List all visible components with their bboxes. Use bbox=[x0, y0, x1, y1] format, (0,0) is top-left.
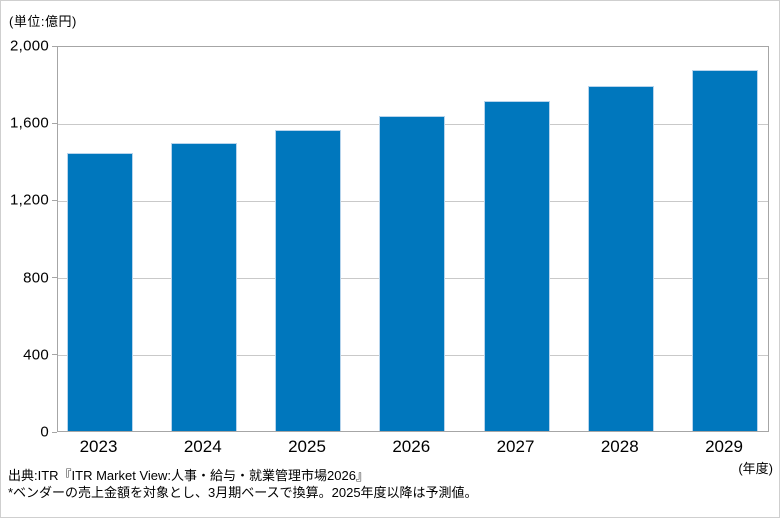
y-tick-mark bbox=[52, 199, 57, 201]
footer: 出典:ITR『ITR Market View:人事・給与・就業管理市場2026』… bbox=[8, 467, 478, 501]
bar-2024 bbox=[170, 143, 237, 431]
plot-area bbox=[57, 46, 769, 432]
bar-2028 bbox=[587, 85, 654, 431]
y-tick-mark bbox=[52, 354, 57, 356]
x-axis-unit-label: (年度) bbox=[738, 461, 773, 476]
y-tick-mark bbox=[52, 45, 57, 47]
bar-2027 bbox=[483, 100, 550, 431]
bar-2023 bbox=[66, 153, 133, 431]
y-tick-mark bbox=[52, 122, 57, 124]
x-label-2028: 2028 bbox=[600, 437, 639, 456]
y-tick-label-1200: 1,200 bbox=[9, 191, 49, 209]
bar-2029 bbox=[692, 70, 758, 431]
y-tick-mark bbox=[52, 431, 57, 433]
y-axis-unit-label: (単位:億円) bbox=[9, 14, 77, 29]
source-text: 出典:ITR『ITR Market View:人事・給与・就業管理市場2026』 bbox=[8, 468, 369, 483]
y-tick-label-400: 400 bbox=[23, 346, 49, 364]
y-tick-mark bbox=[52, 277, 57, 279]
y-tick-label-2000: 2,000 bbox=[9, 37, 49, 55]
x-label-2025: 2025 bbox=[288, 437, 326, 456]
x-label-2026: 2026 bbox=[392, 437, 431, 456]
x-label-2024: 2024 bbox=[183, 437, 222, 456]
x-label-2023: 2023 bbox=[79, 437, 118, 456]
note-text: *ベンダーの売上金額を対象とし、3月期ベースで換算。2025年度以降は予測値。 bbox=[8, 485, 478, 500]
y-tick-label-0: 0 bbox=[40, 423, 49, 441]
y-tick-label-1600: 1,600 bbox=[9, 114, 49, 132]
x-label-2027: 2027 bbox=[496, 437, 535, 456]
bar-2025 bbox=[275, 129, 341, 431]
bar-2026 bbox=[379, 116, 446, 431]
x-label-2029: 2029 bbox=[705, 437, 743, 456]
y-tick-label-800: 800 bbox=[23, 269, 49, 287]
